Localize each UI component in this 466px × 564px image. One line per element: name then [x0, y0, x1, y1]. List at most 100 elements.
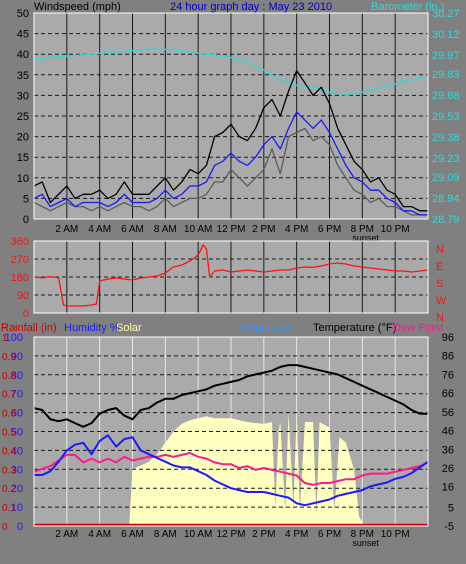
baro-tick-label-8: 29.97 — [432, 50, 460, 62]
x-tick-top-1: 4 AM — [88, 224, 111, 235]
x-tick-bottom-3: 8 AM — [154, 529, 177, 540]
temp-tick-label-0: -5 — [444, 521, 454, 533]
x-tick-top-4: 10 AM — [184, 224, 212, 235]
hum-tick-label-7: 70 — [11, 389, 23, 401]
x-tick-top-2: 6 AM — [121, 224, 144, 235]
hum-tick-label-4: 40 — [11, 445, 23, 457]
hum-tick-label-5: 50 — [11, 427, 23, 439]
wind-tick-label-2: 10 — [17, 173, 29, 185]
rain-tick-label-0: 0 — [2, 522, 8, 533]
series-barometer — [33, 48, 429, 96]
temp-tick-label-7: 66 — [442, 388, 454, 400]
series-gust — [33, 127, 428, 216]
wind-tick-label-1: 5 — [23, 193, 29, 205]
x-tick-bottom-7: 4 PM — [285, 529, 308, 540]
sunset-label-top: sunset — [352, 233, 379, 243]
baro-tick-label-7: 29.83 — [432, 69, 460, 81]
series-wind — [33, 70, 428, 212]
legend-heatindex: Heatindex — [241, 322, 291, 334]
rain-tick-label-3: 0.3 — [2, 465, 16, 476]
hum-tick-label-8: 80 — [11, 370, 23, 382]
x-tick-top-9: 8 PM — [351, 224, 374, 235]
temp-tick-label-2: 16 — [442, 482, 454, 494]
temp-tick-label-10: 96 — [442, 332, 454, 344]
x-tick-bottom-2: 6 AM — [121, 529, 144, 540]
x-tick-top-5: 12 PM — [217, 224, 246, 235]
plot-frame-1 — [33, 240, 429, 314]
dir-tick-label-4: 360 — [11, 236, 29, 248]
temp-tick-label-5: 46 — [442, 426, 454, 438]
temp-tick-label-3: 26 — [442, 463, 454, 475]
temp-tick-label-4: 36 — [442, 444, 454, 456]
hum-tick-label-9: 90 — [11, 351, 23, 363]
sunset-label-bottom: sunset — [352, 538, 379, 548]
hum-tick-label-2: 20 — [11, 483, 23, 495]
rain-tick-label-6: 0.6 — [2, 409, 16, 420]
x-tick-top-7: 4 PM — [285, 224, 308, 235]
wind-tick-label-8: 40 — [17, 49, 29, 61]
hum-tick-label-3: 30 — [11, 464, 23, 476]
baro-tick-label-3: 29.23 — [432, 153, 460, 165]
compass-label-4: N — [436, 312, 444, 324]
plot-frame-2 — [33, 336, 429, 527]
dir-tick-label-0: 0 — [23, 308, 29, 320]
graph-title: 24 hour graph day : May 23 2010 — [170, 1, 332, 13]
barometer-axis-label: Barometer (in.) — [371, 1, 444, 13]
series-wind_avg — [33, 111, 428, 216]
x-tick-bottom-4: 10 AM — [184, 529, 212, 540]
windspeed-axis-label: Windspeed (mph) — [34, 1, 121, 13]
compass-label-2: S — [436, 278, 443, 290]
dir-tick-label-1: 90 — [17, 290, 29, 302]
series-dewpoint — [33, 452, 429, 486]
x-tick-bottom-5: 12 PM — [217, 529, 246, 540]
x-tick-top-0: 2 AM — [55, 224, 78, 235]
rain-tick-label-2: 0.2 — [2, 484, 16, 495]
x-tick-bottom-8: 6 PM — [318, 529, 341, 540]
rain-tick-label-1: 0.1 — [2, 503, 16, 514]
legend-dewpoint: Dew Point — [393, 322, 443, 334]
hum-tick-label-10: 100 — [5, 332, 23, 344]
series-temperature — [33, 364, 428, 428]
rain-tick-label-10: 1 — [2, 333, 8, 344]
x-tick-bottom-6: 2 PM — [252, 529, 275, 540]
rain-tick-label-5: 0.5 — [2, 428, 16, 439]
series-direction — [33, 244, 429, 307]
legend-humidity: Humidity % — [64, 322, 120, 334]
baro-tick-label-0: 28.79 — [432, 214, 460, 226]
x-tick-bottom-9: 8 PM — [351, 529, 374, 540]
x-tick-bottom-0: 2 AM — [55, 529, 78, 540]
wind-tick-label-6: 30 — [17, 90, 29, 102]
rain-tick-label-4: 0.4 — [2, 446, 16, 457]
x-tick-bottom-10: 10 PM — [381, 529, 410, 540]
hum-tick-label-6: 60 — [11, 408, 23, 420]
compass-label-3: W — [436, 295, 447, 307]
compass-label-1: E — [436, 261, 443, 273]
hum-tick-label-1: 10 — [11, 502, 23, 514]
dir-tick-label-3: 270 — [11, 254, 29, 266]
baro-tick-label-4: 29.38 — [432, 132, 460, 144]
wind-tick-label-9: 45 — [17, 29, 29, 41]
wind-tick-label-4: 20 — [17, 132, 29, 144]
temp-tick-label-1: 5 — [448, 502, 454, 514]
plot-frame-0 — [33, 12, 429, 220]
hum-tick-label-0: 0 — [17, 521, 23, 533]
x-tick-bottom-1: 4 AM — [88, 529, 111, 540]
series-humidity — [34, 434, 429, 507]
x-tick-top-3: 8 AM — [154, 224, 177, 235]
x-tick-top-8: 6 PM — [318, 224, 341, 235]
x-tick-top-6: 2 PM — [252, 224, 275, 235]
compass-label-0: N — [436, 244, 444, 256]
rain-tick-label-9: 0.9 — [2, 352, 16, 363]
dir-tick-label-2: 180 — [11, 272, 29, 284]
temp-tick-label-8: 76 — [442, 369, 454, 381]
rain-tick-label-8: 0.8 — [2, 371, 16, 382]
wind-tick-label-7: 35 — [17, 70, 29, 82]
x-tick-top-10: 10 PM — [381, 224, 410, 235]
temp-tick-label-9: 86 — [442, 351, 454, 363]
legend-temperature: Temperature (°F) — [313, 322, 396, 334]
baro-tick-label-9: 30.12 — [432, 29, 460, 41]
legend-solar: Solar — [116, 322, 142, 334]
wind-tick-label-5: 25 — [17, 111, 29, 123]
